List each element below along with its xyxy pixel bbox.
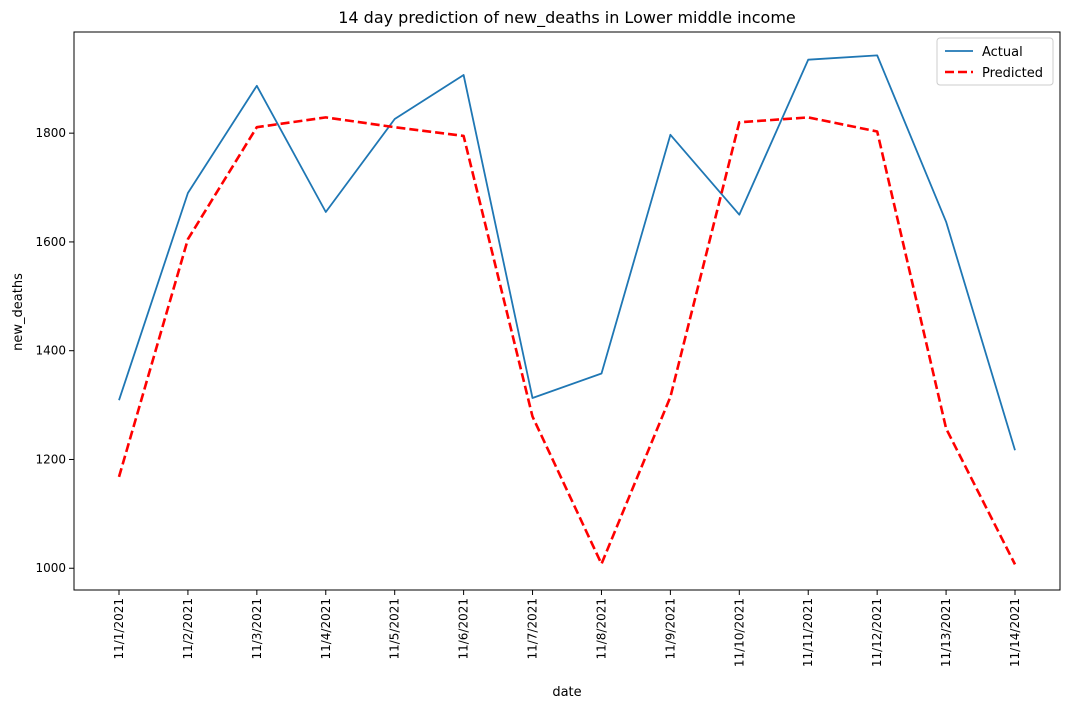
y-tick-label: 1800	[35, 126, 66, 140]
x-tick-label: 11/14/2021	[1008, 598, 1022, 667]
x-tick-label: 11/9/2021	[663, 598, 677, 660]
x-tick-label: 11/7/2021	[526, 598, 540, 660]
x-tick-label: 11/12/2021	[870, 598, 884, 667]
y-tick-label: 1600	[35, 235, 66, 249]
x-tick-label: 11/3/2021	[250, 598, 264, 660]
x-tick-label: 11/1/2021	[112, 598, 126, 660]
x-tick-label: 11/8/2021	[594, 598, 608, 660]
x-tick-label: 11/4/2021	[319, 598, 333, 660]
y-tick-label: 1400	[35, 344, 66, 358]
y-axis-label: new_deaths	[11, 273, 26, 351]
legend-label-actual: Actual	[982, 45, 1023, 60]
x-tick-label: 11/13/2021	[939, 598, 953, 667]
y-tick-label: 1000	[35, 561, 66, 575]
x-tick-label: 11/10/2021	[732, 598, 746, 667]
legend-label-predicted: Predicted	[982, 66, 1043, 81]
x-tick-label: 11/5/2021	[388, 598, 402, 660]
x-axis-label: date	[552, 685, 581, 700]
chart-title: 14 day prediction of new_deaths in Lower…	[338, 8, 796, 28]
plot-area	[74, 32, 1060, 590]
x-tick-label: 11/2/2021	[181, 598, 195, 660]
legend: Actual Predicted	[937, 38, 1053, 85]
x-tick-label: 11/6/2021	[457, 598, 471, 660]
x-axis: 11/1/2021 11/2/2021 11/3/2021 11/4/2021 11/5…	[112, 590, 1022, 667]
plot-frame	[74, 32, 1060, 590]
x-tick-label: 11/11/2021	[801, 598, 815, 667]
y-axis: 1000 1200 1400 1600 1800	[35, 126, 74, 575]
y-tick-label: 1200	[35, 452, 66, 466]
